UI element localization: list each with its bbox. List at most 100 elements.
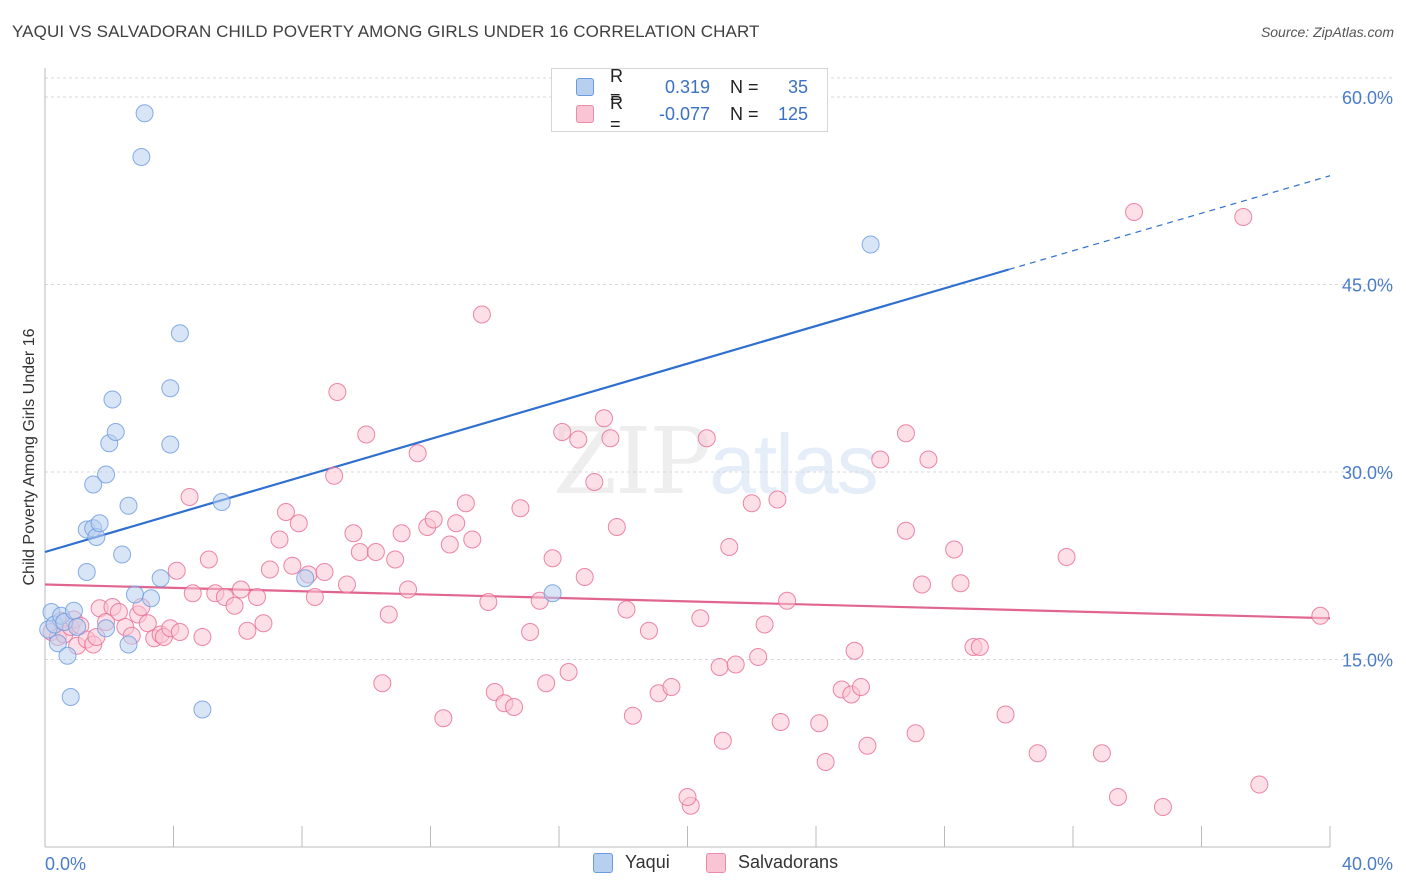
yaqui-point [61,688,80,706]
salvadorans-point [913,575,932,594]
salvadorans-point [585,473,604,491]
salvadorans-point [713,731,732,750]
salvadorans-point [559,663,578,681]
salvadorans-point [569,430,588,449]
salvadorans-point [662,678,681,696]
salvadorans-point [505,698,524,716]
n-label: N = [730,76,759,97]
salvadorans-point [851,678,870,696]
salvadorans-point [337,575,356,594]
yaqui-point [64,601,83,620]
yaqui-point [161,435,180,454]
yaqui-point [97,619,116,638]
yaqui-point [151,569,170,588]
salvadorans-point [1108,788,1127,806]
salvadorans-point [225,596,244,615]
salvadorans-point [1234,208,1253,226]
trend-lines [44,175,1331,620]
salvadorans-point [1311,606,1330,625]
salvadorans-point [270,530,289,549]
yaqui-point [543,584,562,603]
salvadorans-point [357,425,376,444]
y-tick-label: 30.0% [1342,463,1393,483]
salvadorans-point [697,429,716,448]
salvadorans-point [768,490,787,509]
salvadorans-point [970,638,989,656]
yaqui-point [48,634,67,653]
salvadorans-point [440,535,459,554]
salvadorans-swatch [576,105,594,123]
salvadorans-point [408,444,427,463]
yaqui-trend-extension [1008,175,1331,271]
salvadorans-point [424,510,443,529]
salvadorans-point [238,621,257,640]
salvadorans-point [710,658,729,676]
salvadorans-point [845,641,864,660]
salvadorans-point [543,549,562,568]
salvadorans-point [623,706,642,725]
salvadorans-n-value: 125 [777,103,808,124]
salvadorans-point [816,753,835,771]
y-tick-label: 45.0% [1342,276,1393,296]
salvadorans-point [386,550,405,569]
salvadorans-point [305,588,324,606]
salvadorans-point [289,514,308,533]
r-label: R = [610,66,623,107]
salvadorans-point [315,563,334,581]
yaqui-swatch [576,78,594,96]
salvadorans-point [678,788,697,806]
yaqui-point [125,585,144,604]
salvadorans-point [109,603,128,621]
salvadorans-point [858,736,877,755]
yaqui-legend-label: Yaqui [625,852,670,872]
yaqui-point [84,475,103,494]
salvadorans-point [617,600,636,619]
yaqui-point [119,635,138,654]
salvadorans-point [170,623,189,641]
salvadorans-point [601,429,620,448]
salvadorans-point [1250,775,1269,794]
yaqui-point [119,496,138,515]
salvadorans-point [1125,203,1144,221]
salvadorans-point [742,494,761,513]
yaqui-point [161,379,180,398]
salvadorans-point [594,409,613,428]
yaqui-point [170,324,189,343]
salvadorans-point [553,423,572,441]
salvadorans-point [720,538,739,556]
salvadorans-point [180,488,199,506]
grid-lines [45,77,1393,660]
salvadorans-point [434,709,453,728]
y-tick-label: 60.0% [1342,88,1393,108]
yaqui-r-value: 0.319 [664,76,710,97]
yaqui-n-value: 35 [787,76,808,97]
salvadorans-point [167,561,186,580]
salvadorans-point [366,543,385,561]
yaqui-point [103,390,122,409]
legend-row-yaqui: R = 0.319 N = 35 [576,66,808,107]
salvadorans-legend-label: Salvadorans [738,852,839,872]
yaqui-point [97,465,116,484]
bottom-legend-salvadorans: Salvadorans [706,852,838,873]
salvadorans-point [1057,548,1076,566]
x-tick-label: 40.0% [1342,854,1393,874]
yaqui-point [193,700,212,719]
salvadorans-point [276,503,295,521]
salvadorans-point [871,450,890,469]
y-tick-label: 15.0% [1342,651,1393,671]
salvadorans-point [749,648,768,666]
chart-source: Source: ZipAtlas.com [1260,24,1394,40]
yaqui-point [113,545,132,564]
n-label: N = [730,103,759,124]
salvadorans-point [463,530,482,549]
salvadorans-point [919,450,938,469]
salvadorans-point [951,574,970,593]
data-points [39,104,1330,816]
chart-title: YAQUI VS SALVADORAN CHILD POVERTY AMONG … [12,22,760,41]
salvadorans-point [1153,798,1172,816]
axes [44,68,1331,848]
salvadorans-point [639,621,658,640]
legend-row-salvadorans: R = -0.077 N = 125 [576,93,808,134]
salvadorans-point [726,655,745,674]
salvadorans-point [575,568,594,586]
